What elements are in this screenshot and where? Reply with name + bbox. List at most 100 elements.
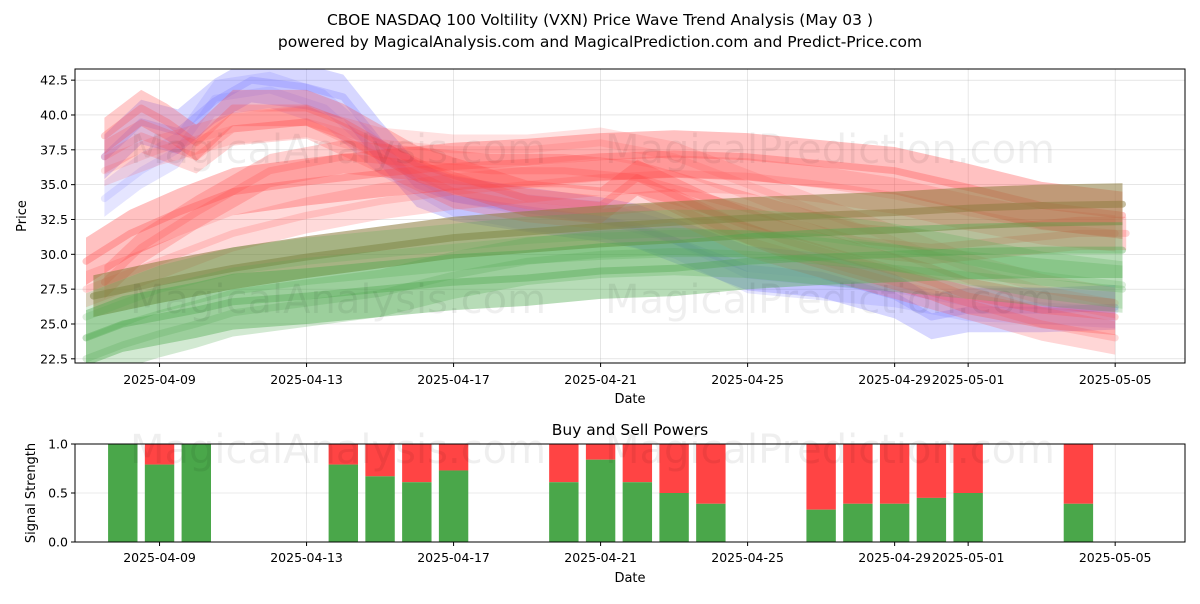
price-waves	[82, 69, 1130, 363]
buy-bar	[659, 493, 689, 542]
signal-x-tick-label: 2025-05-01	[932, 550, 1005, 565]
price-y-tick-label: 32.5	[40, 212, 68, 227]
buy-bar	[365, 476, 395, 542]
signal-x-tick-label: 2025-05-05	[1079, 550, 1152, 565]
signal-panel: Buy and Sell Powers MagicalAnalysis.com …	[24, 421, 1186, 586]
signal-x-axis: 2025-04-09 2025-04-13 2025-04-17 2025-04-21…	[123, 542, 1151, 565]
price-y-tick-label: 27.5	[40, 282, 68, 297]
buy-bar	[549, 482, 579, 542]
price-y-axis: 22.5 25.0 27.5 30.0 32.5 35.0 37.5 40.0 42.5	[40, 73, 75, 366]
buy-bar	[144, 464, 175, 542]
price-y-label: Price	[15, 200, 30, 232]
signal-x-tick-label: 2025-04-09	[123, 550, 196, 565]
sell-bar	[696, 444, 726, 504]
sell-bar	[879, 444, 910, 504]
buy-bar	[328, 464, 359, 542]
sell-bar	[438, 444, 469, 471]
wave-line-red-upper-1	[100, 104, 1119, 321]
wave-band-blue-wave-2	[104, 71, 1116, 329]
buy-bar	[622, 482, 653, 542]
price-x-tick-label: 2025-04-17	[417, 372, 490, 387]
wave-band-olive-trend	[93, 183, 1123, 317]
price-x-tick-label: 2025-04-21	[564, 372, 637, 387]
price-x-tick-label: 2025-04-09	[123, 372, 196, 387]
chart-title-line1: CBOE NASDAQ 100 Voltility (VXN) Price Wa…	[327, 11, 873, 29]
price-y-tick-label: 40.0	[40, 107, 68, 122]
sell-bar	[953, 444, 983, 493]
sell-bar	[659, 444, 689, 493]
wave-line-blue-wave-1	[100, 76, 1119, 321]
watermark-analysis-bottom: MagicalAnalysis.com	[130, 427, 546, 473]
sell-bar	[144, 444, 175, 465]
price-x-tick-label: 2025-04-29	[858, 372, 931, 387]
sell-bar	[1063, 444, 1094, 504]
watermark-prediction-bottom: MagicalPrediction.com	[605, 427, 1055, 473]
buy-bar	[806, 509, 836, 542]
buy-bar	[181, 444, 211, 542]
signal-x-tick-label: 2025-04-29	[858, 550, 931, 565]
buy-bar	[108, 444, 138, 542]
signal-title: Buy and Sell Powers	[552, 421, 709, 439]
signal-bars	[108, 444, 1094, 542]
sell-bar	[622, 444, 653, 483]
wave-band-blue-wave-1	[104, 69, 1116, 340]
signal-y-tick-label: 0.0	[48, 535, 68, 550]
watermark-analysis-mid: MagicalAnalysis.com	[130, 277, 546, 323]
price-y-tick-label: 30.0	[40, 247, 68, 262]
price-x-tick-label: 2025-04-13	[270, 372, 343, 387]
signal-x-tick-label: 2025-04-13	[270, 550, 343, 565]
price-x-tick-label: 2025-04-25	[711, 372, 784, 387]
price-y-tick-label: 22.5	[40, 351, 68, 366]
wave-line-red-upper-3	[100, 118, 1119, 307]
wave-line-green-2	[82, 248, 1126, 363]
sell-bar	[916, 444, 947, 498]
sell-bar	[365, 444, 395, 477]
wave-band-red-upper-2	[104, 105, 1116, 355]
sell-bar	[402, 444, 432, 483]
wave-line-red-rise-1	[82, 150, 1126, 265]
watermark-prediction-top: MagicalPrediction.com	[605, 127, 1055, 173]
wave-band-red-upper-3	[104, 106, 1116, 319]
signal-y-tick-label: 0.5	[48, 486, 68, 501]
wave-line-red-rise-3	[100, 153, 1130, 286]
sell-bar	[843, 444, 873, 504]
wave-band-red-rise-1	[86, 130, 1123, 285]
watermark-analysis-top: MagicalAnalysis.com	[130, 127, 546, 173]
watermark-prediction-mid: MagicalPrediction.com	[605, 277, 1055, 323]
buy-bar	[916, 497, 947, 542]
wave-band-green-2	[86, 227, 1123, 363]
price-x-axis: 2025-04-09 2025-04-13 2025-04-17 2025-04-21…	[123, 363, 1151, 387]
signal-x-tick-label: 2025-04-25	[711, 550, 784, 565]
buy-bar	[953, 493, 983, 542]
price-panel: MagicalAnalysis.com MagicalPrediction.co…	[15, 68, 1186, 407]
wave-band-green-3	[86, 209, 1123, 341]
chart-title-line2: powered by MagicalAnalysis.com and Magic…	[278, 33, 922, 51]
wave-line-olive-trend	[89, 200, 1126, 300]
buy-bar	[843, 503, 873, 542]
buy-bar	[402, 482, 432, 542]
signal-y-tick-label: 1.0	[48, 437, 68, 452]
price-x-tick-label: 2025-05-01	[932, 372, 1005, 387]
signal-x-label: Date	[614, 571, 645, 586]
price-y-tick-label: 42.5	[40, 73, 68, 88]
signal-y-label: Signal Strength	[24, 443, 39, 543]
buy-bar	[585, 459, 616, 542]
wave-line-green-3	[82, 229, 1126, 321]
signal-y-axis: 0.0 0.5 1.0	[48, 437, 75, 550]
price-x-label: Date	[614, 392, 645, 407]
price-panel-frame	[74, 68, 1186, 364]
buy-bar	[879, 503, 910, 542]
price-y-tick-label: 25.0	[40, 316, 68, 331]
price-y-tick-label: 37.5	[40, 142, 68, 157]
signal-x-tick-label: 2025-04-17	[417, 550, 490, 565]
price-x-tick-label: 2025-05-05	[1079, 372, 1152, 387]
signal-x-tick-label: 2025-04-21	[564, 550, 637, 565]
wave-band-green-1	[86, 222, 1123, 363]
wave-band-red-rise-3	[104, 140, 1127, 299]
sell-bar	[806, 444, 836, 510]
buy-bar	[1063, 503, 1094, 542]
sell-bar	[549, 444, 579, 483]
wave-line-green-1	[82, 246, 1126, 342]
sell-bar	[328, 444, 359, 465]
